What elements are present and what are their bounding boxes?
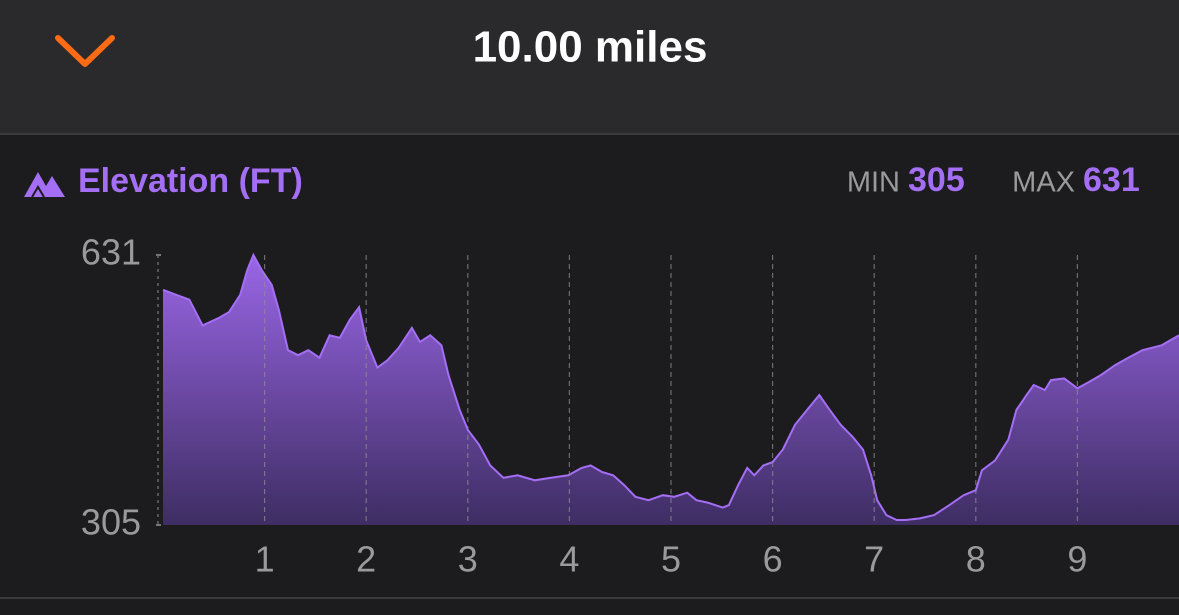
x-tick-label: 2: [356, 539, 376, 580]
mountain-icon: [24, 172, 65, 198]
max-value: 631: [1083, 161, 1140, 199]
x-tick-label: 5: [661, 539, 681, 580]
elevation-line: [162, 252, 1179, 521]
x-tick-label: 7: [864, 539, 884, 580]
top-bar: [0, 0, 1179, 133]
x-tick-label: 4: [559, 539, 579, 580]
x-tick-label: 9: [1067, 539, 1087, 580]
elevation-area: [163, 255, 1179, 525]
max-label: MAX: [1012, 167, 1075, 199]
y-tick-label: 305: [81, 502, 141, 543]
x-tick-label: 1: [255, 539, 275, 580]
x-tick-label: 3: [458, 539, 478, 580]
header-title: 10.00 miles: [473, 23, 708, 72]
min-label: MIN: [847, 167, 900, 199]
collapse-button[interactable]: [55, 35, 115, 67]
x-tick-label: 8: [966, 539, 986, 580]
min-value: 305: [908, 161, 965, 199]
x-tick-label: 6: [763, 539, 783, 580]
chart-title: Elevation (FT): [78, 162, 303, 200]
y-tick-label: 631: [81, 232, 141, 273]
